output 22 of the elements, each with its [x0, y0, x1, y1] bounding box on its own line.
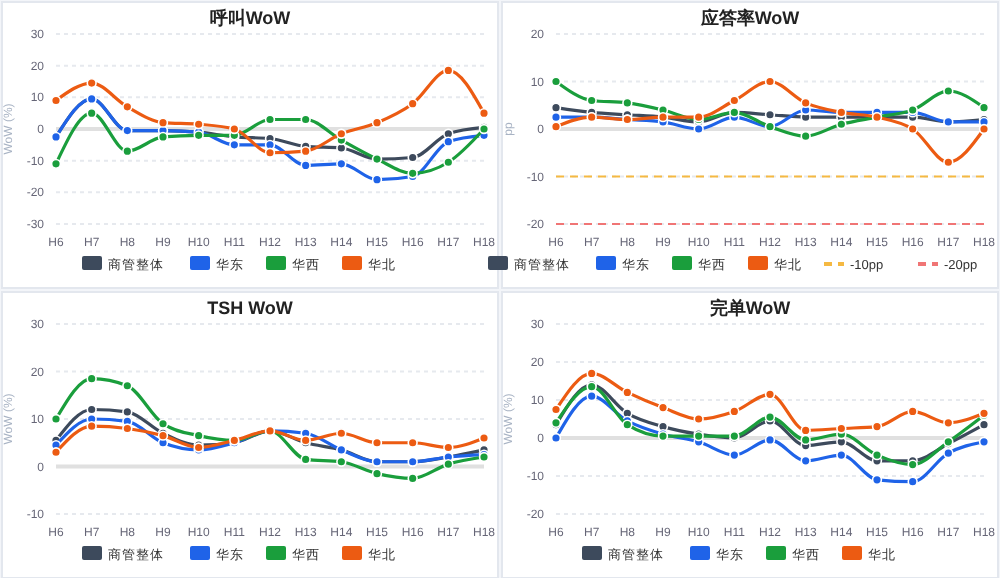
chart-title: 呼叫WoW: [209, 8, 292, 28]
point: [371, 468, 383, 479]
point: [586, 391, 597, 402]
point: [443, 136, 454, 147]
point: [800, 434, 811, 446]
point: [193, 119, 204, 130]
chart-title: 应答率WoW: [698, 8, 801, 28]
point: [871, 474, 883, 485]
point: [264, 147, 276, 158]
chart-title: TSH WoW: [207, 298, 294, 318]
point: [407, 98, 418, 109]
chart-title: 完单WoW: [709, 298, 792, 318]
point: [300, 454, 311, 465]
point: [729, 95, 740, 106]
point: [836, 119, 847, 130]
point: [336, 128, 347, 139]
point: [943, 448, 954, 459]
point: [443, 458, 454, 470]
point: [157, 418, 169, 429]
point: [229, 123, 240, 135]
point: [907, 123, 918, 135]
point: [800, 97, 811, 109]
